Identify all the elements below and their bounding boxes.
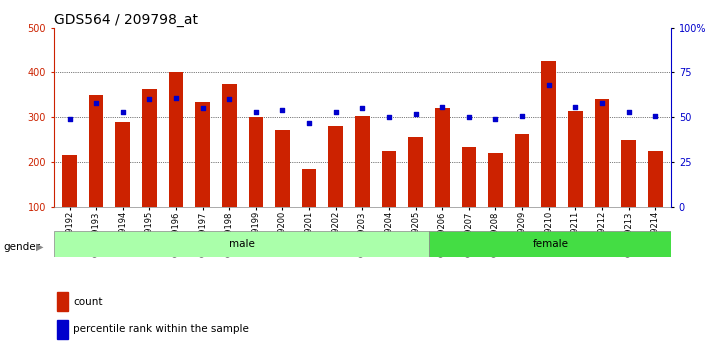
Bar	[142, 89, 156, 207]
Bar	[196, 101, 210, 207]
Bar	[355, 116, 370, 207]
Bar	[89, 95, 104, 207]
Bar	[56, 320, 68, 339]
Point	[650, 113, 661, 118]
Point	[490, 116, 501, 122]
Bar	[568, 110, 583, 207]
Point	[410, 111, 421, 117]
Point	[144, 97, 155, 102]
Point	[250, 109, 261, 115]
Bar	[621, 140, 636, 207]
Point	[436, 104, 448, 109]
Bar	[515, 134, 529, 207]
Bar	[541, 61, 556, 207]
Bar	[222, 83, 236, 207]
Bar	[488, 153, 503, 207]
Text: ▶: ▶	[36, 242, 43, 252]
Bar	[248, 117, 263, 207]
Point	[330, 109, 341, 115]
Point	[543, 82, 554, 88]
Bar	[648, 151, 663, 207]
Text: count: count	[74, 297, 103, 306]
Point	[623, 109, 634, 115]
Bar	[408, 137, 423, 207]
Text: male: male	[228, 239, 254, 249]
Bar	[62, 155, 77, 207]
Point	[383, 115, 395, 120]
Point	[277, 107, 288, 113]
Bar	[382, 151, 396, 207]
Bar	[56, 292, 68, 311]
Point	[516, 113, 528, 118]
Point	[91, 100, 102, 106]
Bar	[461, 147, 476, 207]
Bar	[430, 231, 671, 257]
Bar	[275, 130, 290, 207]
Point	[171, 95, 182, 100]
Bar	[302, 169, 316, 207]
Point	[570, 104, 581, 109]
Point	[223, 97, 235, 102]
Point	[596, 100, 608, 106]
Text: female: female	[533, 239, 568, 249]
Bar	[169, 71, 183, 207]
Point	[117, 109, 129, 115]
Text: gender: gender	[4, 242, 41, 252]
Text: GDS564 / 209798_at: GDS564 / 209798_at	[54, 12, 198, 27]
Point	[356, 106, 368, 111]
Bar	[116, 122, 130, 207]
Bar	[54, 231, 430, 257]
Point	[197, 106, 208, 111]
Text: percentile rank within the sample: percentile rank within the sample	[74, 325, 249, 334]
Point	[463, 115, 475, 120]
Point	[303, 120, 315, 126]
Bar	[595, 99, 609, 207]
Bar	[435, 108, 450, 207]
Point	[64, 116, 75, 122]
Bar	[328, 126, 343, 207]
